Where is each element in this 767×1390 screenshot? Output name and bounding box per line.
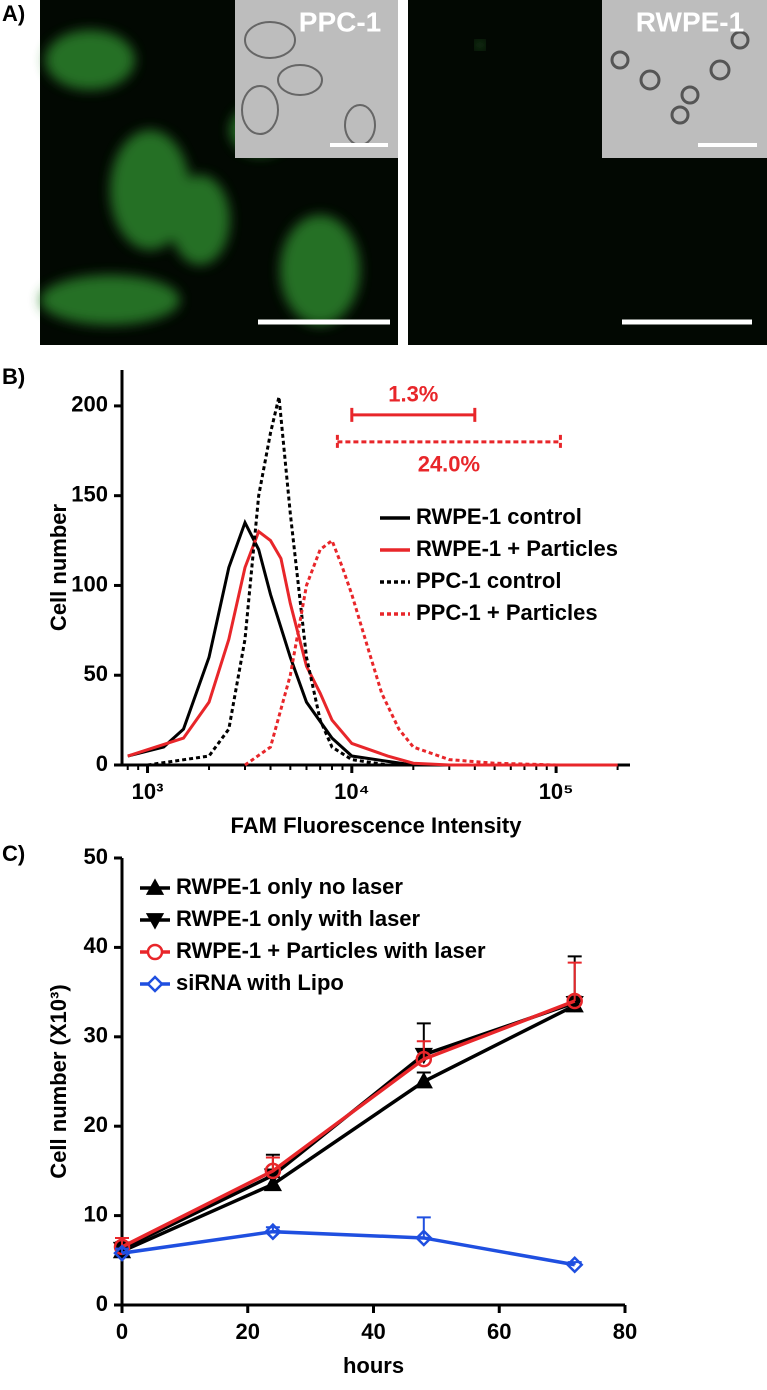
legend-label: PPC-1 control (416, 568, 561, 593)
x-tick-label: 0 (116, 1319, 128, 1344)
legend-marker (146, 975, 164, 993)
y-tick-label: 40 (84, 933, 108, 958)
marker (113, 1244, 131, 1262)
error-bar (265, 1226, 280, 1232)
y-axis-label: Cell number (X10³) (46, 984, 71, 1178)
x-axis-label: FAM Fluorescence Intensity (231, 813, 523, 838)
legend-label: RWPE-1 control (416, 504, 582, 529)
legend-label: siRNA with Lipo (176, 970, 344, 995)
y-tick-label: 10 (84, 1201, 108, 1226)
y-tick-label: 0 (96, 751, 108, 776)
y-tick-label: 50 (84, 661, 108, 686)
series-line (147, 396, 389, 767)
y-tick-label: 20 (84, 1112, 108, 1137)
range-label: 1.3% (388, 382, 438, 407)
legend-label: PPC-1 + Particles (416, 600, 598, 625)
image-left (40, 0, 398, 345)
marker (113, 1238, 131, 1256)
y-tick-label: 50 (84, 844, 108, 869)
error-bar (115, 1247, 129, 1254)
y-tick-label: 30 (84, 1023, 108, 1048)
marker (565, 1256, 584, 1274)
x-tick-label: 10⁴ (334, 779, 369, 804)
marker (414, 1071, 433, 1089)
x-axis-label: hours (343, 1353, 404, 1378)
x-tick-label: 10³ (132, 779, 164, 804)
marker (415, 1229, 433, 1247)
x-tick-label: 10⁵ (539, 779, 574, 804)
image-caption: PPC-1 (299, 6, 381, 37)
y-tick-label: 200 (71, 392, 108, 417)
panel-label: C) (2, 841, 25, 866)
range-bar (335, 434, 562, 449)
x-tick-label: 80 (613, 1319, 637, 1344)
x-tick-label: 40 (361, 1319, 385, 1344)
x-tick-label: 60 (487, 1319, 511, 1344)
legend-label: RWPE-1 only with laser (176, 906, 421, 931)
y-tick-label: 100 (71, 571, 108, 596)
marker (264, 1162, 282, 1180)
series-line (127, 518, 618, 767)
x-tick-label: 20 (236, 1319, 260, 1344)
range-bar (350, 407, 477, 422)
error-bar (416, 1040, 431, 1060)
panel-label: B) (2, 364, 25, 389)
legend-marker (145, 913, 165, 930)
image-caption: RWPE-1 (636, 6, 744, 37)
y-tick-label: 150 (71, 481, 108, 506)
legend-marker (145, 878, 165, 895)
range-label: 24.0% (418, 452, 480, 477)
legend-marker (146, 943, 164, 961)
marker (566, 992, 583, 1010)
y-axis-label: Cell number (46, 503, 71, 631)
marker (415, 1050, 433, 1068)
series-line (121, 999, 576, 1249)
legend-label: RWPE-1 + Particles with laser (176, 938, 486, 963)
legend-label: RWPE-1 only no laser (176, 874, 403, 899)
error-bar (416, 1216, 431, 1238)
series-line (127, 529, 618, 767)
image-right (408, 0, 767, 345)
panel-label: A) (2, 1, 25, 26)
series-line (244, 538, 618, 767)
marker (264, 1222, 282, 1241)
legend-label: RWPE-1 + Particles (416, 536, 618, 561)
series-line (121, 1229, 576, 1267)
y-tick-label: 0 (96, 1291, 108, 1316)
series-line (121, 1003, 576, 1253)
